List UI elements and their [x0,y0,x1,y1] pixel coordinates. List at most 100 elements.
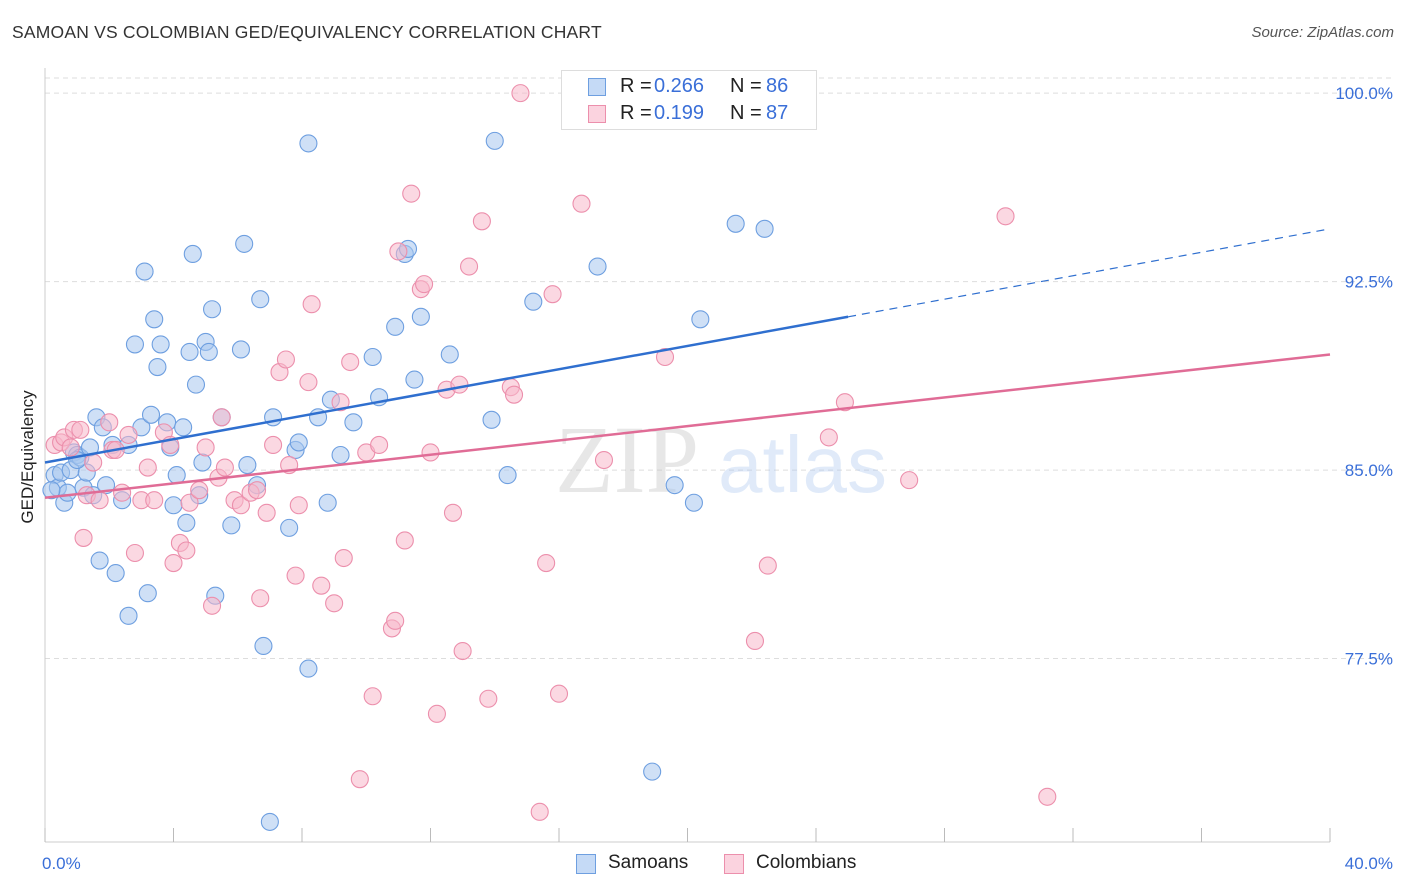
data-points [42,84,1057,831]
samoan-point [755,219,774,238]
colombian-point [835,393,854,412]
samoan-point [125,335,144,354]
colombian-point [996,207,1015,226]
colombian-point [472,212,491,231]
colombian-point [1038,787,1057,806]
samoan-point [440,345,459,364]
samoan-point [203,300,222,319]
samoan-point [106,564,125,583]
samoan-point [141,405,161,424]
colombian-point [479,689,498,708]
colombian-point [299,373,318,392]
colombian-point [334,548,353,568]
samoan-point [199,342,218,362]
colombian-point [745,631,765,651]
colombian-point [164,554,183,573]
colombian-point [421,443,440,462]
colombian-point [61,438,80,457]
colombian-point [276,350,295,369]
samoan-point [260,812,279,831]
samoan-point [684,493,703,512]
y-axis-label: GED/Equivalency [18,390,37,524]
samoan-point [498,466,517,485]
colombian-point [415,275,434,294]
colombians-swatch [724,854,744,874]
colombian-point [450,375,469,394]
n-label: N = [730,75,762,97]
colombian-point [231,496,251,515]
colombian-point [180,493,199,512]
colombian-point [113,483,132,502]
colombian-point [286,566,305,585]
chart-title: SAMOAN VS COLOMBIAN GED/EQUIVALENCY CORR… [12,22,602,42]
x-tick-label: 0.0% [42,854,81,873]
samoan-point [363,347,382,367]
colombian-point [549,684,569,703]
colombian-point [511,84,530,103]
colombian-point [125,543,144,563]
samoan-point [42,481,61,500]
samoans-swatch [576,854,596,874]
samoan-point [485,131,504,150]
r-value: 0.266 [654,75,705,97]
colombian-point [100,413,119,432]
samoan-point [726,214,745,233]
colombian-point [537,554,556,573]
samoan-point [58,483,77,502]
samoan-point [138,584,157,603]
colombian-point [504,385,524,404]
samoan-point [289,433,308,452]
samoan-point [299,134,318,153]
colombian-point [389,242,408,261]
colombian-point [90,491,109,510]
colombian-point [302,295,321,314]
colombian-point [264,435,283,454]
samoans-trend-line [44,315,849,464]
r-label: R = [620,75,652,97]
colombian-point [443,503,463,522]
samoan-point [222,516,241,535]
samoan-point [119,606,138,625]
samoan-point [254,636,273,656]
colombian-point [402,184,421,203]
colombian-point [427,704,446,723]
colombian-point [84,453,103,472]
colombian-point [386,611,405,630]
colombians-label: Colombians [756,852,857,873]
samoan-point [193,453,212,472]
samoan-point [405,370,424,389]
colombian-point [251,589,270,608]
samoan-point [238,456,257,475]
samoan-point [318,493,337,512]
colombians-trend-line [44,353,1331,499]
colombian-point [177,541,196,560]
watermark: ZIP atlas [555,406,887,513]
samoan-point [183,244,202,264]
colombian-point [363,687,382,706]
n-label: N = [730,102,762,124]
source-label: Source: ZipAtlas.com [1251,24,1394,41]
colombian-point [655,347,675,367]
watermark-zip: ZIP [555,406,699,513]
colombian-point [572,194,591,213]
colombian-point [453,641,472,661]
samoan-point [251,290,270,309]
samoans-trend-extension [848,228,1331,318]
samoan-point [177,513,196,532]
colombian-point [203,596,222,615]
samoan-point [331,445,350,465]
colombian-point [350,770,369,789]
samoan-point [151,335,170,354]
grid-lines [45,77,1392,660]
r-value: 0.199 [654,102,705,124]
n-value: 87 [766,102,789,124]
samoan-point [482,410,501,429]
y-tick-label: 100.0% [1335,84,1393,103]
colombian-point [325,594,344,613]
colombian-point [71,420,90,439]
colombian-point [900,471,919,490]
y-tick-label: 92.5% [1345,273,1393,292]
samoan-point [411,307,430,326]
samoan-point [167,466,186,485]
